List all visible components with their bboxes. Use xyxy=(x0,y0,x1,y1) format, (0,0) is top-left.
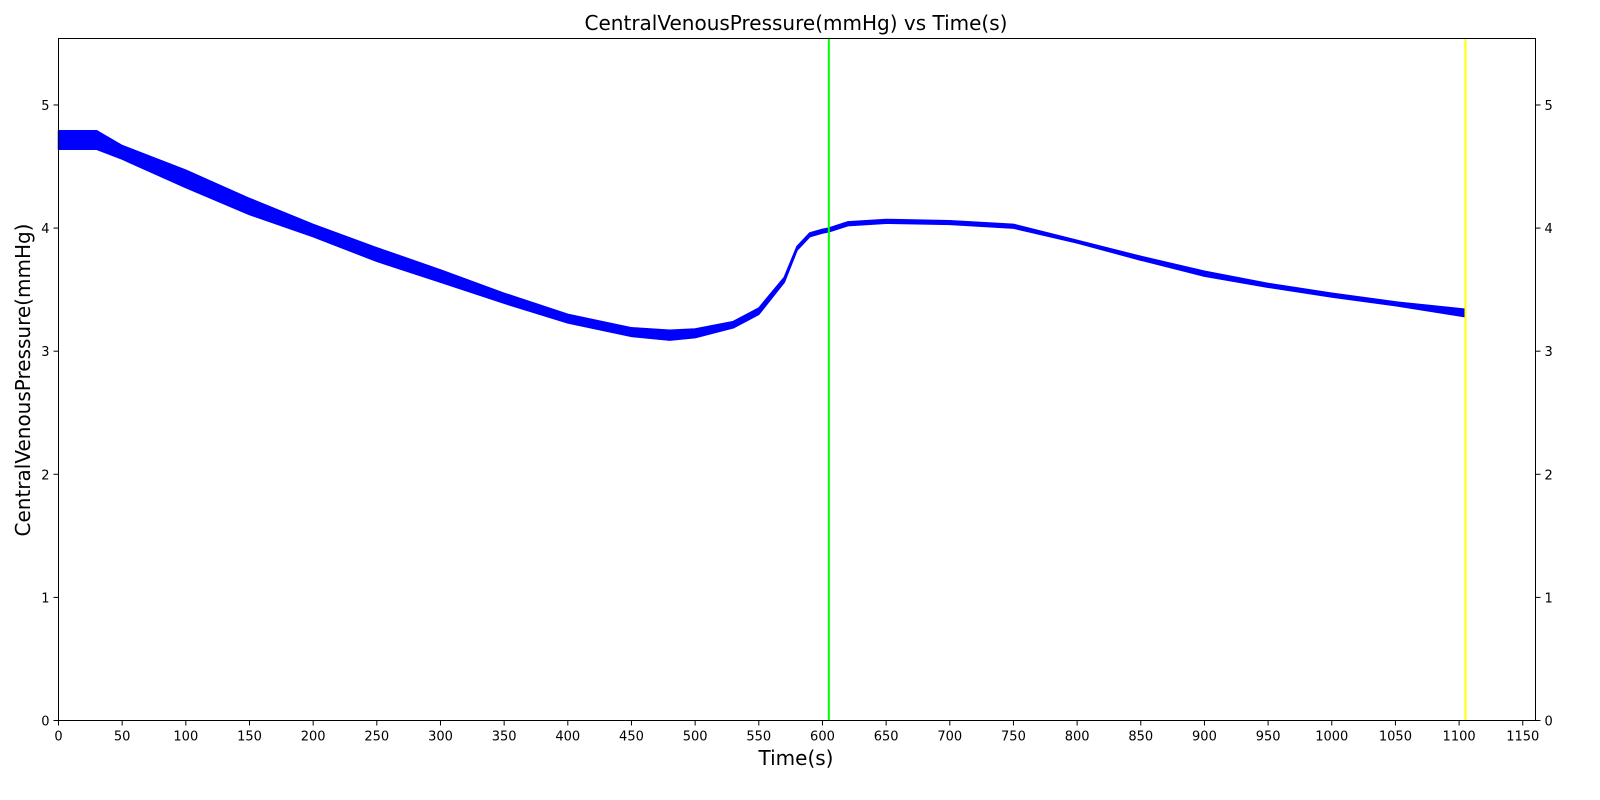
y-tick-label: 1 xyxy=(41,591,49,606)
x-tick-label: 1050 xyxy=(1379,730,1412,745)
x-tick-label: 650 xyxy=(874,730,899,745)
y-tick-label: 0 xyxy=(41,715,49,730)
x-tick-label: 50 xyxy=(114,730,131,745)
chart-title: CentralVenousPressure(mmHg) vs Time(s) xyxy=(585,11,1008,35)
series-band-0 xyxy=(57,130,1467,341)
x-tick-label: 1000 xyxy=(1315,730,1348,745)
y-tick-label: 4 xyxy=(41,222,49,237)
plot-frame xyxy=(58,38,1536,721)
x-tick-label: 150 xyxy=(237,730,262,745)
y-axis-label: CentralVenousPressure(mmHg) xyxy=(11,224,35,537)
right-y-tick-label: 0 xyxy=(1545,715,1553,730)
x-tick-label: 1150 xyxy=(1506,730,1539,745)
x-tick-label: 250 xyxy=(364,730,389,745)
x-tick-label: 500 xyxy=(683,730,708,745)
x-tick-label: 700 xyxy=(937,730,962,745)
x-tick-label: 450 xyxy=(619,730,644,745)
x-tick-label: 1100 xyxy=(1443,730,1476,745)
x-tick-label: 300 xyxy=(428,730,453,745)
x-axis-label: Time(s) xyxy=(758,746,834,770)
y-tick-label: 3 xyxy=(41,345,49,360)
x-tick-label: 350 xyxy=(492,730,517,745)
x-tick-label: 0 xyxy=(54,730,62,745)
x-tick-label: 850 xyxy=(1128,730,1153,745)
y-tick-label: 2 xyxy=(41,468,49,483)
x-tick-label: 200 xyxy=(301,730,326,745)
right-y-tick-label: 2 xyxy=(1545,468,1553,483)
x-tick-label: 100 xyxy=(173,730,198,745)
x-tick-label: 400 xyxy=(555,730,580,745)
right-y-tick-label: 1 xyxy=(1545,591,1553,606)
x-tick-label: 550 xyxy=(746,730,771,745)
right-y-tick-label: 5 xyxy=(1545,99,1553,114)
x-tick-label: 750 xyxy=(1001,730,1026,745)
right-y-tick-label: 3 xyxy=(1545,345,1553,360)
x-tick-label: 900 xyxy=(1192,730,1217,745)
x-tick-label: 950 xyxy=(1256,730,1281,745)
y-tick-label: 5 xyxy=(41,99,49,114)
x-tick-label: 800 xyxy=(1065,730,1090,745)
right-y-tick-label: 4 xyxy=(1545,222,1553,237)
x-tick-label: 600 xyxy=(810,730,835,745)
